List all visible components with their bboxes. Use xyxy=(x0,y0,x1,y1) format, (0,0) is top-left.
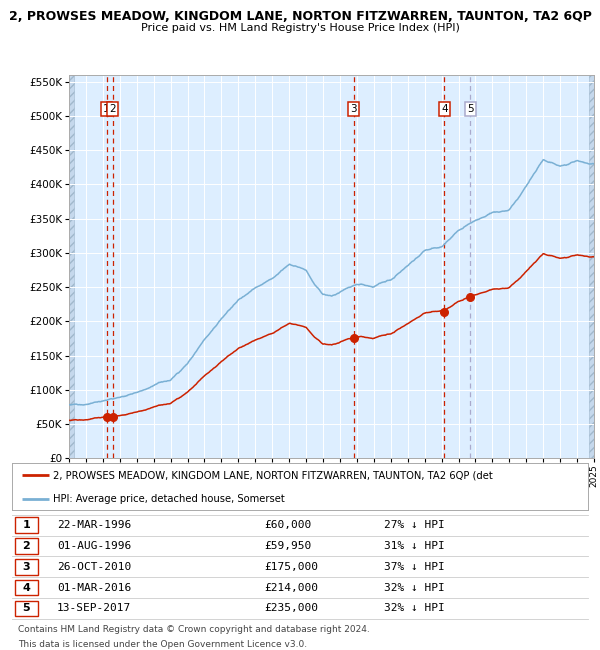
Text: Price paid vs. HM Land Registry's House Price Index (HPI): Price paid vs. HM Land Registry's House … xyxy=(140,23,460,32)
Text: Contains HM Land Registry data © Crown copyright and database right 2024.: Contains HM Land Registry data © Crown c… xyxy=(18,625,370,634)
Text: £235,000: £235,000 xyxy=(264,603,318,614)
Text: 2, PROWSES MEADOW, KINGDOM LANE, NORTON FITZWARREN, TAUNTON, TA2 6QP (det: 2, PROWSES MEADOW, KINGDOM LANE, NORTON … xyxy=(53,470,493,480)
Text: 4: 4 xyxy=(441,104,448,114)
Text: 5: 5 xyxy=(23,603,30,614)
Text: 32% ↓ HPI: 32% ↓ HPI xyxy=(384,603,445,614)
Bar xyxy=(69,75,74,458)
Text: 3: 3 xyxy=(350,104,357,114)
Text: 26-OCT-2010: 26-OCT-2010 xyxy=(57,562,131,572)
Text: £175,000: £175,000 xyxy=(264,562,318,572)
Text: 13-SEP-2017: 13-SEP-2017 xyxy=(57,603,131,614)
Text: This data is licensed under the Open Government Licence v3.0.: This data is licensed under the Open Gov… xyxy=(18,640,307,649)
Text: 32% ↓ HPI: 32% ↓ HPI xyxy=(384,582,445,593)
Text: 37% ↓ HPI: 37% ↓ HPI xyxy=(384,562,445,572)
Text: 01-AUG-1996: 01-AUG-1996 xyxy=(57,541,131,551)
Text: 2: 2 xyxy=(23,541,30,551)
Text: 1: 1 xyxy=(103,104,110,114)
Text: 3: 3 xyxy=(23,562,30,572)
Text: 1: 1 xyxy=(23,520,30,530)
Text: £60,000: £60,000 xyxy=(264,520,311,530)
Text: 2, PROWSES MEADOW, KINGDOM LANE, NORTON FITZWARREN, TAUNTON, TA2 6QP: 2, PROWSES MEADOW, KINGDOM LANE, NORTON … xyxy=(8,10,592,23)
Text: 01-MAR-2016: 01-MAR-2016 xyxy=(57,582,131,593)
Text: £59,950: £59,950 xyxy=(264,541,311,551)
Text: 5: 5 xyxy=(467,104,473,114)
Text: 22-MAR-1996: 22-MAR-1996 xyxy=(57,520,131,530)
Text: 27% ↓ HPI: 27% ↓ HPI xyxy=(384,520,445,530)
Text: HPI: Average price, detached house, Somerset: HPI: Average price, detached house, Some… xyxy=(53,493,285,504)
Text: £214,000: £214,000 xyxy=(264,582,318,593)
Text: 31% ↓ HPI: 31% ↓ HPI xyxy=(384,541,445,551)
Text: 4: 4 xyxy=(22,582,31,593)
Text: 2: 2 xyxy=(109,104,116,114)
Bar xyxy=(589,75,599,458)
